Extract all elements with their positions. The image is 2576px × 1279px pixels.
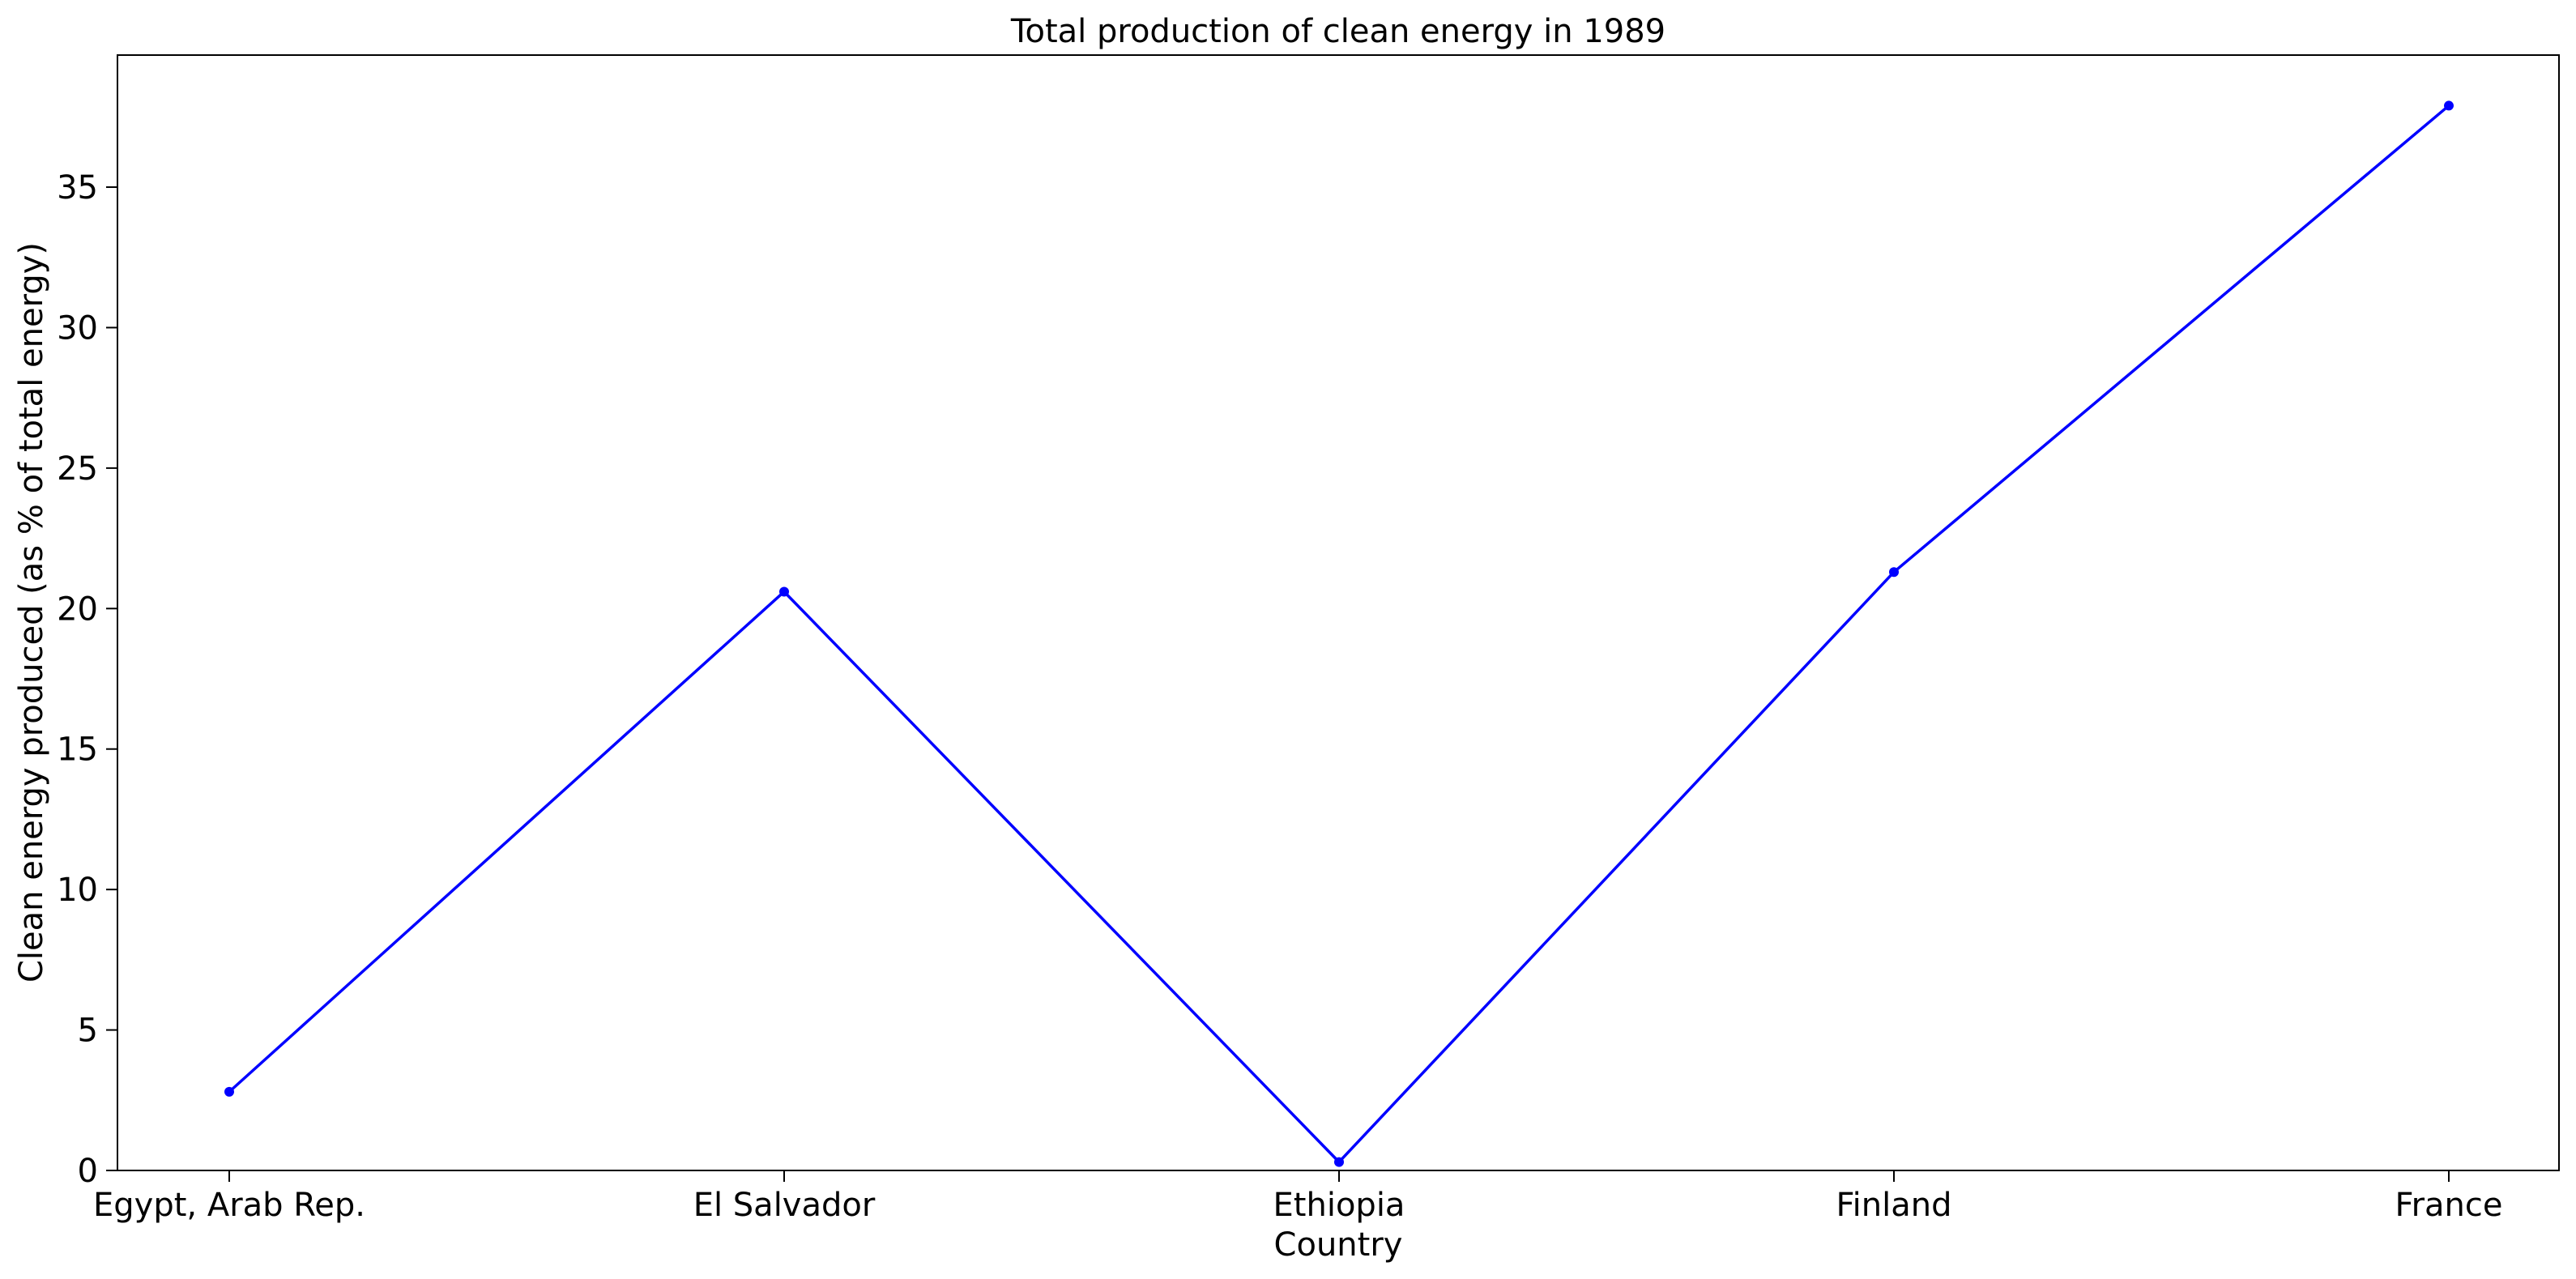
data-point <box>779 586 789 597</box>
x-tick-label: Finland <box>1836 1187 1952 1224</box>
y-tick-label: 20 <box>57 590 98 628</box>
y-tick-label: 15 <box>57 731 98 769</box>
y-tick-label: 30 <box>57 309 98 347</box>
y-tick-label: 10 <box>57 872 98 909</box>
x-tick-label: France <box>2395 1187 2502 1224</box>
data-point <box>224 1086 234 1097</box>
y-tick-label: 35 <box>57 169 98 207</box>
series-layer <box>224 100 2454 1167</box>
data-point <box>1889 567 1899 578</box>
x-tick-label: Ethiopia <box>1273 1187 1405 1224</box>
y-tick-label: 25 <box>57 450 98 488</box>
x-axis-title: Country <box>1274 1226 1403 1264</box>
series-line <box>228 104 2450 1164</box>
x-tick-label: El Salvador <box>693 1187 876 1224</box>
plot-frame <box>117 54 2560 1171</box>
y-tick-label: 0 <box>78 1153 98 1190</box>
x-axis-ticks: Egypt, Arab Rep. El Salvador Ethiopia Finla… <box>93 1170 2503 1224</box>
data-point <box>2444 100 2454 111</box>
y-tick-label: 5 <box>78 1013 98 1050</box>
y-axis-title: Clean energy produced (as % of total ene… <box>13 242 50 983</box>
y-axis-ticks: 0 5 10 15 20 25 30 35 <box>57 169 117 1190</box>
data-point <box>1334 1157 1344 1167</box>
x-tick-label: Egypt, Arab Rep. <box>93 1187 365 1224</box>
chart-title: Total production of clean energy in 1989 <box>1010 13 1665 50</box>
